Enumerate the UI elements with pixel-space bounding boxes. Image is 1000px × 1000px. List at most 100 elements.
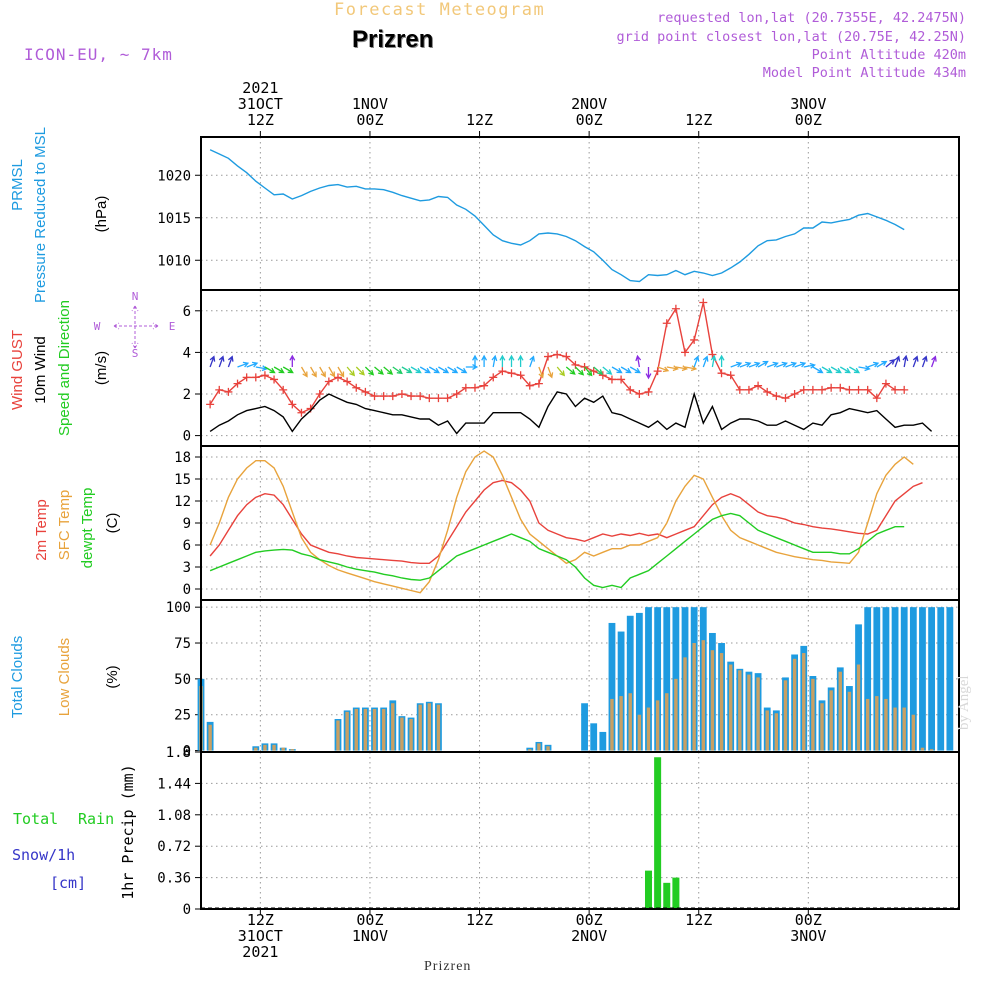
wind-direction-arrow (447, 366, 459, 374)
wind-direction-arrow (693, 355, 700, 368)
location-title: Prizren (352, 26, 434, 53)
y-tick-label: 2 (183, 387, 191, 403)
wind-direction-arrow (255, 365, 268, 372)
low-cloud-bar (427, 703, 432, 751)
gridpoint-coords: grid point closest lon,lat (20.75E, 42.2… (616, 29, 967, 45)
wind-direction-arrow (757, 360, 769, 368)
low-cloud-bar (911, 714, 916, 751)
compass-east: E (169, 320, 176, 333)
gust-marker (489, 373, 498, 382)
wind-direction-arrow (374, 366, 384, 375)
total-clouds-label: Total Clouds (9, 636, 26, 719)
bottom-time-label: 2021 (242, 943, 278, 961)
low-cloud-bar (208, 724, 212, 751)
gust-marker (653, 367, 662, 376)
point-altitude: Point Altitude 420m (811, 47, 966, 63)
gust-marker (763, 387, 772, 396)
low-cloud-bar (263, 744, 267, 751)
precip-unit-label: 1hr Precip (mm) (119, 764, 137, 899)
y-tick-label: 100 (166, 600, 191, 616)
gust-marker (708, 350, 717, 359)
gust-marker (279, 385, 288, 394)
low-cloud-bar (665, 693, 669, 751)
bottom-time-label: 1NOV (352, 927, 388, 945)
total-cloud-bar (946, 607, 954, 751)
low-cloud-bar (537, 743, 541, 751)
y-tick-label: 9 (183, 516, 191, 532)
low-cloud-bar (820, 703, 824, 751)
gust-marker (690, 335, 699, 344)
low-cloud-bar (418, 704, 422, 751)
watermark: by Angel (956, 675, 972, 730)
low-cloud-bar (272, 744, 276, 751)
wind-unit-label: (m/s) (93, 351, 110, 385)
wind10m-line (209, 391, 933, 435)
y-tick-label: 6 (183, 538, 191, 554)
bottom-time-label: 12Z (685, 911, 712, 929)
wind-direction-arrow (246, 361, 259, 368)
wind-direction-arrow (839, 366, 851, 374)
wind-direction-arrow (766, 361, 779, 368)
gust-marker (544, 352, 553, 361)
gust-marker (206, 400, 215, 409)
gust-marker (681, 348, 690, 357)
wind-direction-arrow (593, 366, 604, 375)
wind-direction-arrow (912, 355, 919, 368)
model-label: ICON-EU, ~ 7km (24, 45, 173, 64)
gust-marker (808, 385, 817, 394)
wind-direction-arrow (803, 362, 816, 369)
low-cloud-bar (829, 690, 833, 751)
wind-direction-arrow (812, 366, 824, 374)
y-tick-label: 1.8 (166, 745, 191, 761)
gust-marker (343, 377, 352, 386)
gust-marker (607, 375, 616, 384)
low-cloud-bar (710, 650, 715, 751)
snow-label: Snow/1h (12, 846, 75, 864)
wind-direction-arrow (218, 355, 225, 368)
gust-marker (827, 383, 836, 392)
gust-marker (370, 392, 379, 401)
gust-marker (425, 394, 434, 403)
gust-marker (215, 385, 224, 394)
low-cloud-bar (847, 691, 852, 751)
requested-coords: requested lon,lat (20.7355E, 42.2475N) (657, 10, 966, 26)
wind-direction-arrow (657, 366, 670, 373)
total-cloud-bar (608, 622, 616, 751)
wind-direction-arrow (547, 366, 554, 379)
wind-direction-arrow (337, 366, 345, 378)
clouds-unit-label: (%) (104, 665, 121, 688)
total-cloud-bar (928, 607, 936, 751)
wind-direction-arrow (574, 366, 585, 376)
gust-marker (754, 381, 763, 390)
low-cloud-bar (756, 677, 760, 751)
temp-sfc-label: SFC Temp (56, 490, 73, 561)
footer-location: Prizren (424, 959, 472, 974)
low-cloud-bar (875, 696, 879, 751)
y-tick-label: 15 (174, 472, 191, 488)
gust-marker (434, 394, 443, 403)
gust-marker (790, 390, 799, 398)
y-tick-label: 0 (183, 582, 191, 598)
wind-direction-arrow (684, 365, 698, 372)
gust-marker (452, 390, 461, 398)
compass-rose-icon (113, 305, 159, 349)
low-cloud-bar (920, 747, 925, 751)
wind-direction-arrow (428, 366, 440, 374)
low-cloud-bar (290, 749, 295, 751)
gust-marker (836, 383, 845, 392)
compass-south: S (132, 347, 139, 360)
gust-marker (781, 394, 790, 403)
wind-direction-arrow (666, 365, 679, 372)
wind-direction-arrow (392, 366, 403, 375)
rain-label: Rain (78, 810, 114, 828)
wind-direction-arrow (310, 366, 317, 378)
low-cloud-bar (902, 707, 906, 751)
wind-direction-arrow (556, 366, 566, 377)
wind-direction-arrow (565, 366, 576, 375)
pressure-label-reduced: Pressure Reduced to MSL (32, 127, 49, 303)
y-tick-label: 0 (183, 902, 191, 918)
total-cloud-bar (919, 607, 926, 751)
top-time-label: 00Z (356, 111, 383, 129)
gust-marker (845, 385, 854, 394)
total-cloud-bar (645, 607, 652, 751)
